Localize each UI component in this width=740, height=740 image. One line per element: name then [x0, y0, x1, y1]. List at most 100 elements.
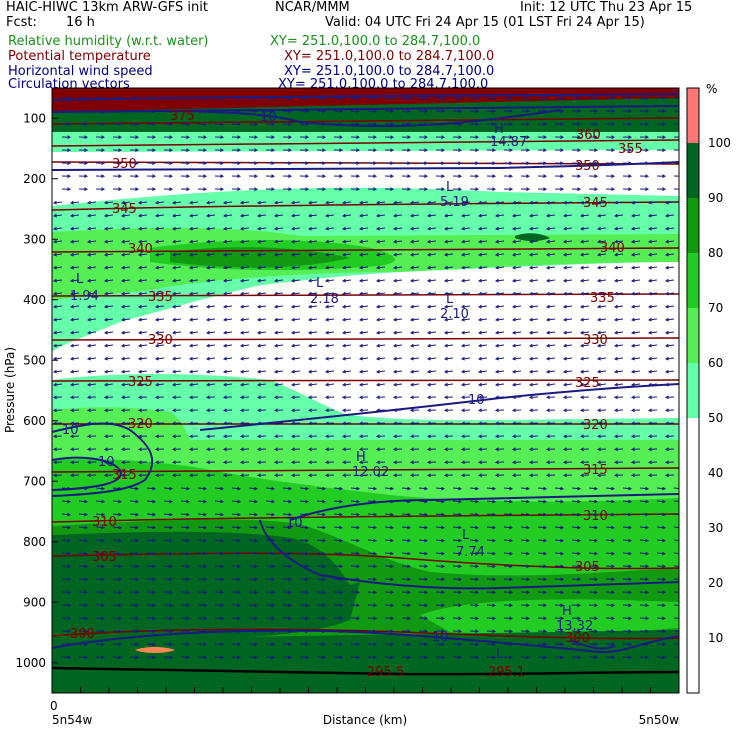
- wind-vector: [163, 629, 174, 634]
- wind-vector: [299, 486, 310, 491]
- wind-vector: [511, 226, 522, 231]
- wind-vector: [129, 590, 140, 595]
- wind-vector: [69, 447, 80, 452]
- wind-vector: [333, 551, 344, 556]
- wind-vector: [307, 473, 318, 478]
- wind-vector: [486, 174, 497, 179]
- wind-vector: [503, 174, 514, 179]
- wind-vector: [103, 226, 114, 231]
- wind-vector: [171, 343, 182, 348]
- wind-vector: [171, 200, 182, 205]
- wind-vector: [579, 200, 590, 205]
- wind-vector: [367, 109, 378, 114]
- colorbar-bin: [687, 143, 699, 198]
- wind-vector: [511, 278, 522, 283]
- wind-vector: [146, 603, 157, 608]
- wind-vector: [613, 213, 624, 218]
- wind-vector: [103, 473, 114, 478]
- wind-vector: [639, 538, 650, 543]
- wind-vector: [163, 486, 174, 491]
- wind-vector: [61, 538, 72, 543]
- wind-vector: [409, 447, 420, 452]
- y-tick-label: 600: [23, 414, 46, 428]
- wind-vector: [299, 187, 310, 192]
- wind-vector: [401, 525, 412, 530]
- org-label: NCAR/MMM: [275, 0, 350, 15]
- wind-vector: [537, 109, 548, 114]
- wind-vector: [460, 473, 471, 478]
- wind-vector: [86, 408, 97, 413]
- wind-vector: [562, 226, 573, 231]
- wind-vector: [503, 96, 514, 101]
- extremum-value: 13.32: [556, 619, 593, 634]
- wind-vector: [333, 577, 344, 582]
- wind-contour: [199, 383, 679, 431]
- wind-vector: [112, 135, 123, 140]
- rh-fill-80-pocket: [420, 599, 679, 635]
- wind-vector: [103, 213, 114, 218]
- wind-vector: [61, 564, 72, 569]
- wind-vector: [477, 226, 488, 231]
- wind-vector: [214, 525, 225, 530]
- wind-vector: [452, 499, 463, 504]
- wind-vector: [231, 564, 242, 569]
- wind-vector: [188, 434, 199, 439]
- wind-vector: [367, 148, 378, 153]
- wind-vector: [282, 629, 293, 634]
- wind-vector: [477, 369, 488, 374]
- wind-vector: [316, 96, 327, 101]
- wind-vector: [622, 551, 633, 556]
- wind-vector: [248, 655, 259, 660]
- wind-vector: [69, 369, 80, 374]
- wind-vector: [443, 447, 454, 452]
- wind-vector: [443, 278, 454, 283]
- wind-vector: [205, 343, 216, 348]
- wind-vector: [61, 499, 72, 504]
- wind-vector: [316, 616, 327, 621]
- wind-vector: [384, 551, 395, 556]
- wind-vector: [282, 187, 293, 192]
- wind-vector: [469, 109, 480, 114]
- wind-vector: [571, 642, 582, 647]
- wind-vector: [61, 486, 72, 491]
- wind-vector: [112, 590, 123, 595]
- wind-vector: [443, 343, 454, 348]
- wind-vector: [69, 395, 80, 400]
- wind-vector: [222, 317, 233, 322]
- wind-vector: [545, 317, 556, 322]
- wind-vector: [528, 473, 539, 478]
- wind-vector: [588, 525, 599, 530]
- wind-vector: [290, 239, 301, 244]
- wind-vector: [69, 252, 80, 257]
- wind-vector: [571, 148, 582, 153]
- wind-vector: [528, 447, 539, 452]
- wind-vector: [61, 122, 72, 127]
- wind-vector: [588, 512, 599, 517]
- rh-fill-80: [170, 247, 350, 268]
- wind-vector: [273, 382, 284, 387]
- wind-vector: [554, 603, 565, 608]
- colorbar-tick-label: 50: [708, 411, 723, 425]
- wind-vector: [324, 317, 335, 322]
- wind-vector: [554, 187, 565, 192]
- wind-vector: [435, 577, 446, 582]
- wind-vector: [545, 434, 556, 439]
- field-name-circ: Circulation vectors: [8, 78, 130, 88]
- wind-vector: [630, 447, 641, 452]
- wind-vector: [426, 213, 437, 218]
- wind-vector: [290, 317, 301, 322]
- wind-vector: [435, 161, 446, 166]
- wind-vector: [392, 356, 403, 361]
- wind-vector: [180, 512, 191, 517]
- wind-vector: [401, 551, 412, 556]
- wind-vector: [554, 616, 565, 621]
- wind-vector: [392, 408, 403, 413]
- wind-vector: [316, 512, 327, 517]
- wind-vector: [137, 356, 148, 361]
- wind-vector: [537, 161, 548, 166]
- wind-vector: [112, 564, 123, 569]
- wind-vector: [129, 122, 140, 127]
- wind-vector: [282, 174, 293, 179]
- wind-vector: [664, 213, 675, 218]
- wind-vector: [358, 356, 369, 361]
